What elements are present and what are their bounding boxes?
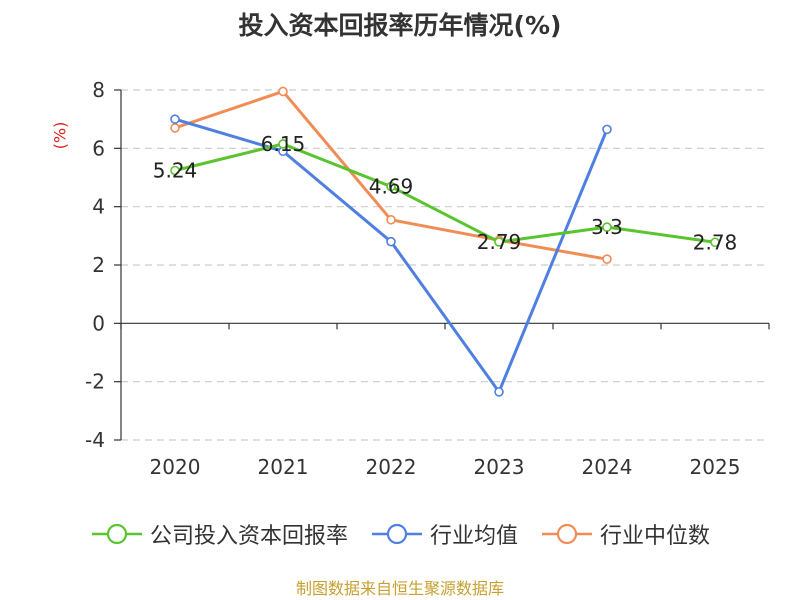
data-point (386, 181, 396, 192)
data-label: 2.78 (693, 230, 738, 254)
data-label: 2.79 (477, 230, 522, 254)
legend-label: 行业中位数 (600, 524, 711, 549)
x-tick-label: 2024 (582, 455, 633, 479)
x-tick-label: 2020 (150, 455, 201, 479)
data-point (494, 237, 504, 247)
x-tick-label: 2022 (366, 455, 417, 479)
series-line (174, 142, 716, 244)
data-point (602, 222, 612, 232)
data-point (170, 123, 180, 133)
y-tick-label: 0 (92, 311, 105, 335)
y-tick-label: 8 (92, 78, 105, 102)
data-point (710, 237, 720, 248)
x-tick-label: 2021 (258, 455, 309, 479)
legend-label: 行业均值 (429, 524, 518, 549)
data-label: 6.15 (261, 132, 306, 156)
data-label: 3.3 (591, 215, 623, 239)
legend-label: 公司投入资本回报率 (149, 524, 348, 549)
y-tick-label: 6 (92, 136, 105, 160)
y-tick-label: 4 (92, 195, 105, 219)
series-line (174, 117, 609, 394)
legend-line-icon (542, 523, 592, 545)
chart-title: 投入资本回报率历年情况(%) (238, 11, 562, 40)
legend-item[interactable]: 行业中位数 (540, 518, 710, 550)
legend: 公司投入资本回报率 行业均值 行业中位数 (0, 518, 800, 550)
x-tick-label: 2025 (690, 455, 741, 479)
legend-item[interactable]: 行业均值 (370, 518, 518, 550)
data-point (278, 86, 288, 97)
data-label: 4.69 (369, 175, 414, 199)
x-tick-label: 2023 (474, 455, 525, 479)
data-point (386, 214, 396, 225)
line-chart: 8 6 4 2 0 -2 -4 2020 2021 2022 2023 2024 2025 5.24 6.1… (85, 78, 770, 479)
legend-line-icon (371, 523, 422, 545)
data-point (386, 236, 396, 247)
y-tick-label: -4 (85, 428, 105, 452)
data-point (602, 254, 612, 264)
data-point (170, 165, 180, 176)
data-point (494, 387, 504, 397)
legend-line-icon (91, 523, 142, 545)
data-label: 5.24 (153, 159, 198, 183)
data-point (278, 139, 288, 149)
y-tick-label: 2 (92, 253, 105, 277)
source-note: 制图数据来自恒生聚源数据库 (295, 579, 504, 598)
data-point (602, 124, 612, 135)
data-point (170, 114, 180, 124)
legend-item[interactable]: 公司投入资本回报率 (90, 518, 348, 550)
y-tick-label: -2 (85, 370, 105, 394)
